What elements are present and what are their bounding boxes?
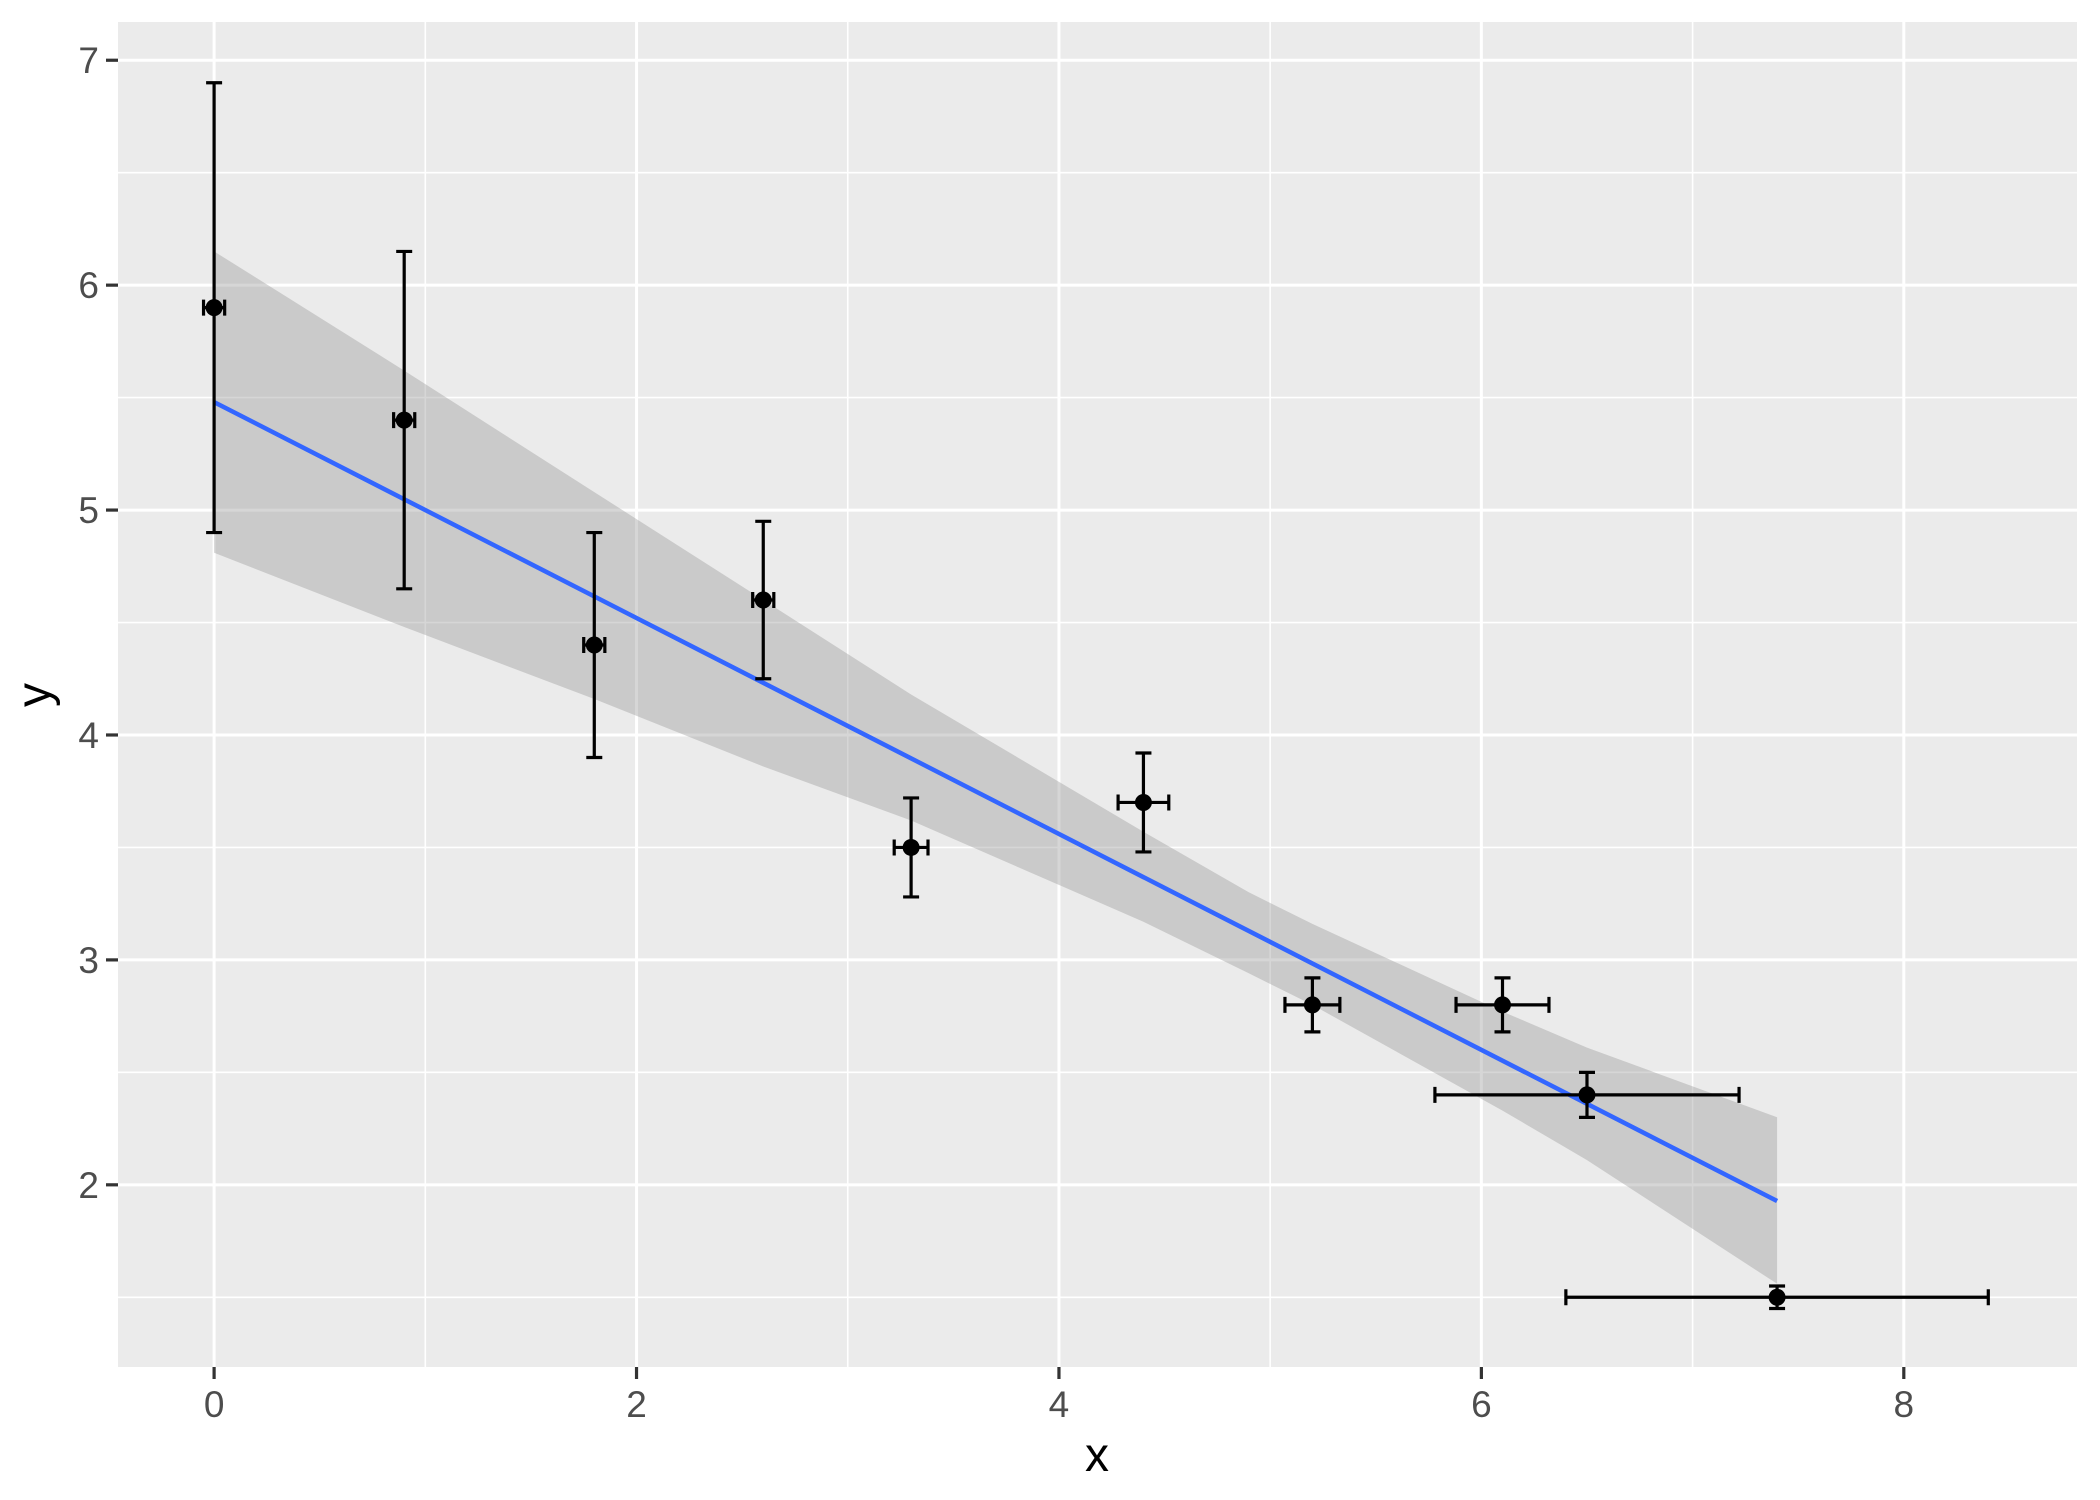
panel-background	[118, 22, 2077, 1367]
y-tick-label-4: 6	[78, 265, 99, 306]
data-point	[1578, 1086, 1596, 1104]
data-point	[1494, 996, 1512, 1014]
data-point	[1303, 996, 1321, 1014]
grid-minor	[118, 22, 2077, 1367]
data-point	[395, 411, 413, 429]
x-tick-label-4: 8	[1894, 1384, 1915, 1425]
data-point	[585, 636, 603, 654]
y-tick-label-2: 4	[78, 715, 99, 756]
y-tick-label-0: 2	[78, 1165, 99, 1206]
x-tick-label-0: 0	[204, 1384, 225, 1425]
y-axis-title: y	[8, 683, 61, 707]
data-point	[754, 591, 772, 609]
regression-line	[213, 400, 1779, 1204]
data-point	[902, 838, 920, 856]
x-axis-title: x	[1085, 1429, 1109, 1482]
axis-tick-labels: 0 2 4 6 8 2 3 4 5 6 7	[78, 40, 1914, 1425]
y-tick-label-5: 7	[78, 40, 99, 81]
y-tick-label-1: 3	[78, 940, 99, 981]
y-tick-label-3: 5	[78, 490, 99, 531]
plot-render-root: 0 2 4 6 8 2 3 4 5 6 7	[78, 22, 2077, 1425]
data-point	[1768, 1288, 1786, 1306]
data-points	[205, 299, 1786, 1306]
data-point	[1134, 793, 1152, 811]
x-tick-label-1: 2	[626, 1384, 647, 1425]
confidence-ribbon	[214, 251, 1778, 1284]
axis-ticks	[106, 58, 1906, 1379]
x-tick-label-2: 4	[1049, 1384, 1070, 1425]
x-tick-label-3: 6	[1471, 1384, 1492, 1425]
data-point	[205, 299, 223, 317]
